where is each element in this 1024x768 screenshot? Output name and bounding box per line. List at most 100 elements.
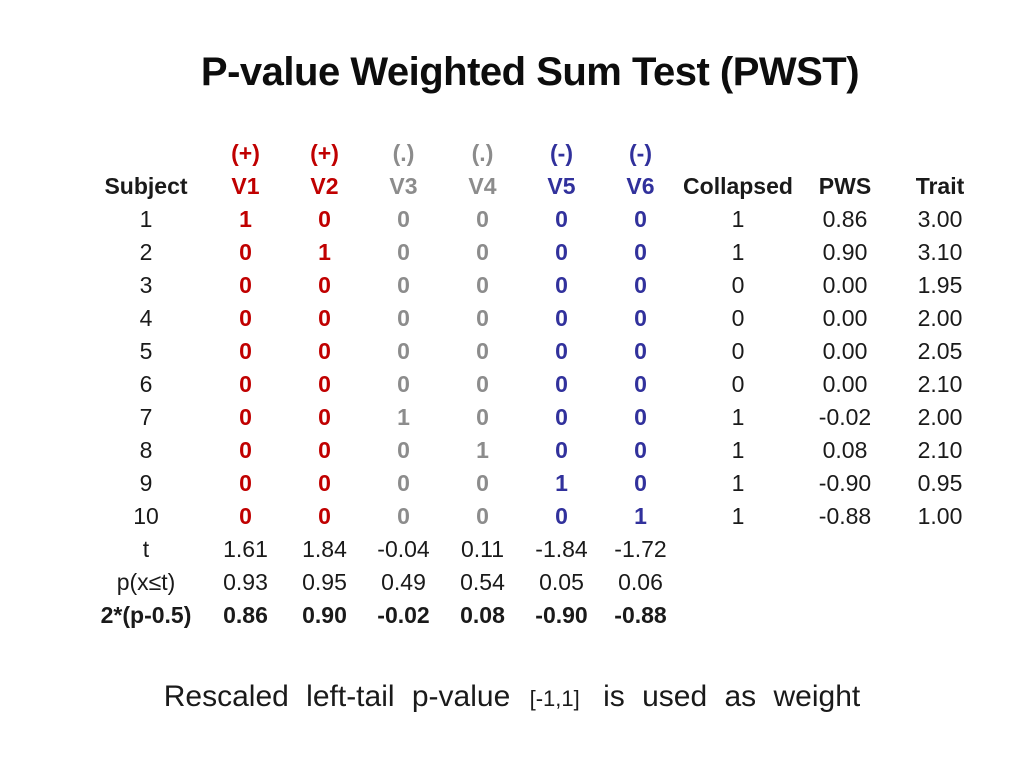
v-cell: 0 (476, 206, 489, 232)
sign-cell: (-) (629, 140, 652, 166)
header-cell: V5 (547, 173, 576, 199)
collapsed-cell: 1 (731, 239, 745, 265)
pws-cell: 0.08 (822, 437, 868, 463)
caption-bracket: [-1,1] (529, 686, 580, 711)
empty-cell (680, 566, 796, 599)
subject-cell: 7 (139, 404, 153, 430)
pws-cell: 0.90 (822, 239, 868, 265)
subject-cell: 8 (139, 437, 153, 463)
empty-cell (796, 599, 894, 632)
v-cell: 0 (634, 470, 647, 496)
caption-part1: Rescaled left-tail p-value (163, 680, 511, 713)
v-cell: 0 (476, 470, 489, 496)
trait-cell: 3.00 (917, 206, 963, 232)
v-cell: 0 (239, 470, 252, 496)
v-cell: 0 (239, 272, 252, 298)
v-cell: 0 (397, 470, 410, 496)
stat-value-cell: -0.04 (377, 536, 430, 562)
stat-value-cell: 0.05 (539, 569, 584, 595)
pws-cell: -0.90 (818, 470, 872, 496)
trait-cell: 2.10 (917, 371, 963, 397)
stat-value-cell: 0.11 (460, 536, 505, 562)
v-cell: 0 (239, 239, 252, 265)
v-cell: 0 (555, 437, 568, 463)
empty-cell (894, 566, 986, 599)
header-cell: Collapsed (683, 173, 793, 199)
collapsed-cell: 0 (731, 338, 745, 364)
subject-cell: 5 (139, 338, 153, 364)
stat-value-cell: -0.88 (614, 602, 667, 628)
v-cell: 0 (239, 305, 252, 331)
slide-title: P-value Weighted Sum Test (PWST) (200, 50, 860, 94)
v-cell: 1 (397, 404, 410, 430)
trait-cell: 0.95 (917, 470, 963, 496)
v-cell: 0 (634, 404, 647, 430)
empty-cell (894, 533, 986, 566)
header-cell: V1 (231, 173, 260, 199)
pwst-table-body: (+) (+) (.) (.) (-) (-) Subject V1 V2 V3 V4 V5 V6 Col… (86, 137, 986, 632)
v-cell: 0 (634, 272, 647, 298)
v-cell: 0 (555, 305, 568, 331)
subject-cell: 3 (139, 272, 153, 298)
collapsed-cell: 1 (731, 437, 745, 463)
v-cell: 0 (476, 404, 489, 430)
v-cell: 0 (476, 503, 489, 529)
collapsed-cell: 0 (731, 305, 745, 331)
v-cell: 0 (555, 206, 568, 232)
v-cell: 0 (555, 239, 568, 265)
v-cell: 1 (555, 470, 568, 496)
v-cell: 0 (555, 272, 568, 298)
subject-cell: 6 (139, 371, 153, 397)
v-cell: 0 (318, 404, 331, 430)
stat-value-cell: 0.08 (460, 602, 505, 628)
collapsed-cell: 1 (731, 206, 745, 232)
table-row: 7 0 0 1 0 0 0 1 -0.02 2.00 (86, 401, 986, 434)
table-row: 8 0 0 0 1 0 0 1 0.08 2.10 (86, 434, 986, 467)
v-cell: 0 (555, 404, 568, 430)
v-cell: 0 (476, 371, 489, 397)
empty-cell (796, 533, 894, 566)
empty-cell (894, 599, 986, 632)
collapsed-cell: 0 (731, 371, 745, 397)
table-row: 4 0 0 0 0 0 0 0 0.00 2.00 (86, 302, 986, 335)
v-cell: 0 (555, 503, 568, 529)
collapsed-cell: 0 (731, 272, 745, 298)
sign-cell: (+) (231, 140, 260, 166)
subject-cell: 2 (139, 239, 153, 265)
v-cell: 0 (318, 437, 331, 463)
stat-row: t 1.61 1.84 -0.04 0.11 -1.84 -1.72 (86, 533, 986, 566)
v-cell: 0 (634, 437, 647, 463)
pws-cell: 0.00 (822, 305, 868, 331)
stat-value-cell: 0.86 (223, 602, 268, 628)
header-row: Subject V1 V2 V3 V4 V5 V6 Collapsed PWS Trait (86, 170, 986, 203)
v-cell: 0 (555, 371, 568, 397)
v-cell: 0 (476, 272, 489, 298)
pws-cell: -0.88 (818, 503, 872, 529)
v-cell: 0 (318, 305, 331, 331)
trait-cell: 3.10 (917, 239, 963, 265)
v-cell: 0 (397, 305, 410, 331)
subject-cell: 10 (133, 503, 159, 529)
v-cell: 0 (634, 338, 647, 364)
stat-value-cell: -0.90 (535, 602, 588, 628)
stat-value-cell: 0.90 (302, 602, 347, 628)
v-cell: 0 (318, 470, 331, 496)
v-cell: 0 (397, 338, 410, 364)
trait-cell: 2.10 (917, 437, 963, 463)
stat-row: p(x≤t) 0.93 0.95 0.49 0.54 0.05 0.06 (86, 566, 986, 599)
header-cell: Subject (104, 173, 188, 199)
header-cell: PWS (818, 173, 872, 199)
trait-cell: 1.00 (917, 503, 963, 529)
subject-cell: 4 (139, 305, 153, 331)
stat-label-cell: t (142, 536, 150, 562)
pws-cell: 0.00 (822, 371, 868, 397)
sign-cell (86, 137, 206, 170)
subject-cell: 9 (139, 470, 153, 496)
v-cell: 0 (476, 305, 489, 331)
stat-label-cell: p(x≤t) (116, 569, 176, 595)
stat-value-cell: 0.49 (381, 569, 426, 595)
v-cell: 0 (239, 437, 252, 463)
caption: Rescaled left-tail p-value [-1,1] is use… (0, 680, 1024, 714)
sign-cell: (+) (310, 140, 339, 166)
